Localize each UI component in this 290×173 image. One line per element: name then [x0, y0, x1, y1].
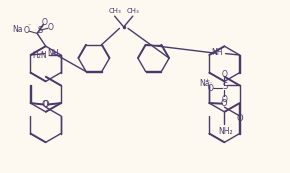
Text: +: +: [204, 78, 209, 83]
Text: O: O: [221, 99, 228, 108]
Text: O: O: [221, 70, 227, 79]
Text: CH₃: CH₃: [108, 8, 121, 14]
Text: O: O: [48, 23, 54, 32]
Text: O: O: [221, 95, 227, 104]
Text: Na: Na: [13, 25, 23, 34]
Text: O: O: [23, 26, 29, 35]
Text: O: O: [43, 100, 50, 109]
Text: O: O: [42, 18, 48, 27]
Text: NH: NH: [47, 49, 58, 58]
Text: ⁻: ⁻: [28, 25, 31, 30]
Text: O: O: [208, 84, 213, 93]
Text: S: S: [223, 82, 228, 91]
Text: O: O: [236, 114, 243, 123]
Text: S: S: [38, 26, 43, 35]
Text: NH₂: NH₂: [219, 127, 233, 136]
Text: H₂N: H₂N: [32, 51, 47, 60]
Text: CH₃: CH₃: [126, 8, 139, 14]
Text: NH: NH: [212, 48, 223, 57]
Text: Na: Na: [200, 79, 210, 88]
Text: ⁻: ⁻: [209, 82, 212, 87]
Text: O: O: [42, 100, 48, 109]
